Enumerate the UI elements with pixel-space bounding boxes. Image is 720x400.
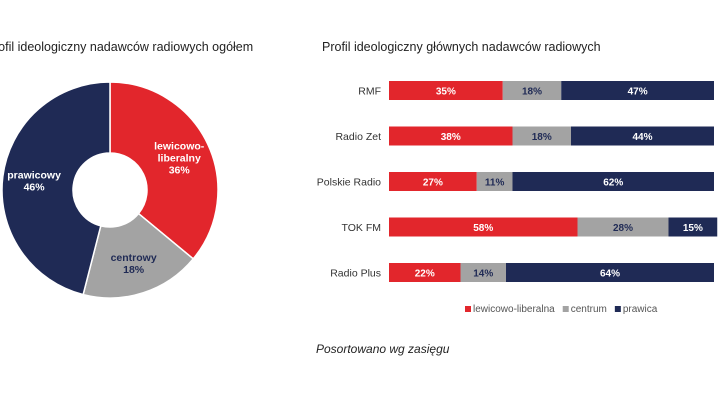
bar-category-label: TOK FM [342, 222, 381, 234]
donut-chart-title: rofil ideologiczny nadawców radiowych og… [0, 40, 254, 54]
bar-segment-prawica [512, 172, 714, 191]
donut-slice-label-lewicowo: lewicowo-liberalny 36% [154, 140, 205, 176]
bar-segment-prawica [668, 217, 718, 237]
donut-slice-centrum [82, 212, 195, 299]
donut-slice-prawica [1, 81, 111, 296]
donut-slice-lewicowo [109, 81, 219, 260]
bar-segment-prawica [506, 263, 714, 282]
bar-category-label: Radio Plus [330, 268, 381, 280]
donut-chart: lewicowo-liberalny 36% centrowy 18% prawicow… [1, 81, 219, 299]
bar-category-label: RMF [358, 86, 381, 98]
bar-segment-lewicowo [389, 217, 578, 237]
bar-category-label: Radio Zet [335, 131, 381, 143]
stacked-bar-chart: RMF 35% 18% 47% Radio Zet 38% 18% 44% Polskie Ra… [317, 81, 718, 315]
legend-swatch-lewicowo [465, 306, 471, 312]
bar-value-label: 22% [415, 269, 435, 280]
legend-swatch-prawica [614, 306, 621, 312]
bar-value-label: 15% [683, 223, 703, 234]
bar-segment-centrum [460, 263, 506, 282]
sort-note: Posortowano wg zasięgu [316, 342, 450, 356]
bar-value-label: 47% [628, 87, 648, 98]
bar-segment-lewicowo [389, 126, 513, 146]
donut-slice-label-prawica: prawicowy 46% [7, 169, 61, 193]
bar-chart-title: Profil ideologiczny głównych nadawców ra… [322, 40, 601, 54]
bar-segment-centrum [476, 172, 513, 191]
legend-label-lewicowo: lewicowo-liberalna [473, 304, 555, 315]
bar-value-label: 62% [603, 178, 623, 189]
bar-value-label: 64% [600, 269, 620, 280]
bar-value-label: 58% [473, 223, 493, 234]
bar-value-label: 27% [423, 178, 443, 189]
bar-value-label: 38% [441, 132, 461, 143]
bar-value-label: 18% [522, 87, 542, 98]
bar-value-label: 44% [632, 132, 652, 143]
legend-swatch-centrum [562, 306, 569, 312]
bar-value-label: 18% [532, 132, 552, 143]
bar-segment-prawica [571, 126, 714, 146]
bar-category-label: Polskie Radio [317, 177, 381, 189]
donut-slice-label-centrum: centrowy 18% [111, 252, 157, 276]
bar-segment-lewicowo [389, 172, 477, 191]
bar-segment-prawica [561, 81, 714, 100]
legend-label-prawica: prawica [623, 304, 658, 315]
bar-value-label: 35% [436, 87, 456, 98]
legend-label-centrum: centrum [571, 304, 607, 315]
bar-value-label: 14% [473, 269, 493, 280]
bar-segment-lewicowo [389, 263, 461, 282]
bar-value-label: 28% [613, 223, 633, 234]
bar-segment-centrum [577, 217, 669, 237]
bar-value-label: 11% [485, 178, 505, 189]
bar-segment-lewicowo [389, 81, 503, 100]
bar-segment-centrum [512, 126, 571, 146]
bar-segment-centrum [502, 81, 562, 100]
